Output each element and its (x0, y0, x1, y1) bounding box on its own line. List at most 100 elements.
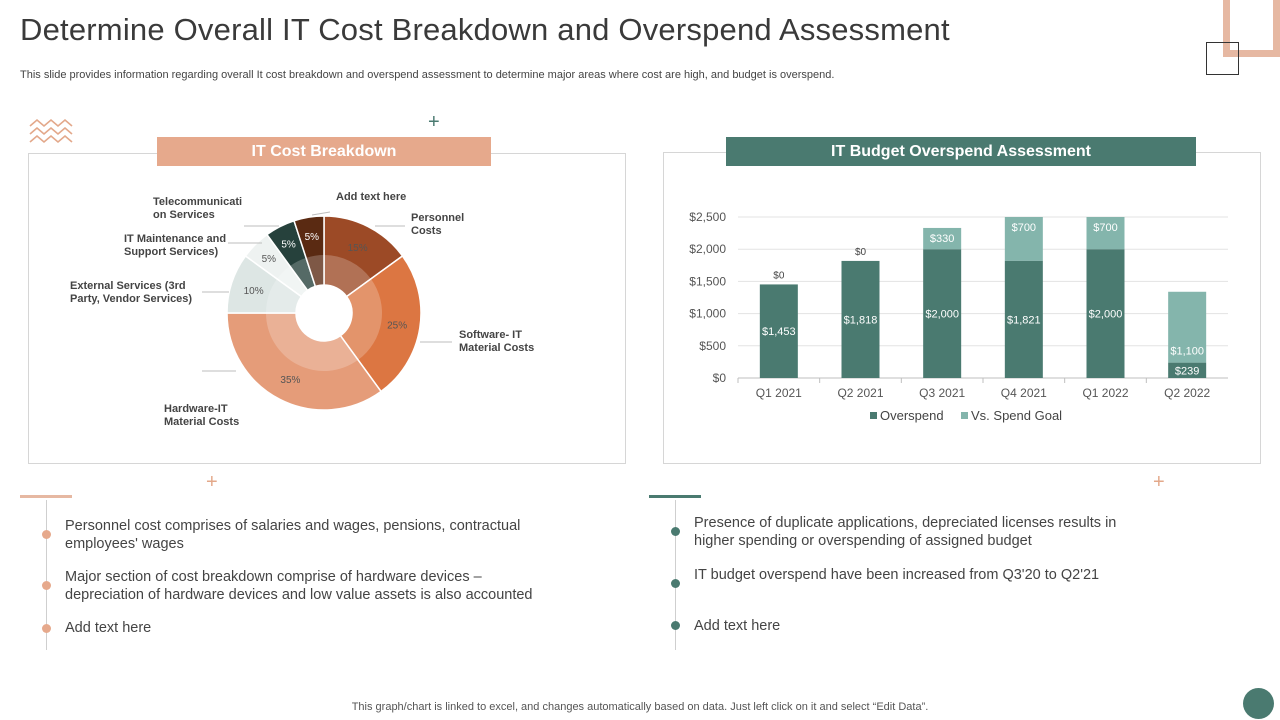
pie-slice-inner-3 (266, 313, 359, 371)
legend-label: Overspend (880, 408, 944, 423)
bullet-dot (671, 579, 680, 588)
pie-value-label: 5% (262, 254, 277, 265)
pie-category-label: Software- IT Material Costs (459, 329, 534, 354)
bar-x-tick-label: Q1 2022 (1082, 386, 1128, 400)
pie-value-label: 5% (305, 232, 320, 243)
bar-spend-goal (1004, 217, 1043, 261)
decorative-square-small (1206, 42, 1239, 75)
bar-overspend (1086, 249, 1125, 378)
bar-x-tick-label: Q2 2021 (837, 386, 883, 400)
pie-slice-7 (293, 215, 325, 288)
legend-swatch (961, 412, 968, 419)
left-bullet-3: Add text here (65, 620, 152, 636)
timeline-line-right (675, 500, 676, 650)
bar-y-tick-label: $500 (699, 339, 726, 353)
pie-slice-inner-6 (289, 257, 316, 291)
bar-data-label: $239 (1175, 365, 1199, 377)
pie-category-label-line: Add text here (336, 191, 406, 203)
right-bullet-3: Add text here (694, 618, 781, 634)
left-bullet-1: Personnel cost comprises of salaries and… (65, 518, 521, 552)
pie-value-label: 35% (280, 375, 300, 386)
pie-category-label-line: Hardware-IT (164, 403, 228, 415)
bar-data-label: $0 (773, 270, 785, 281)
bar-y-tick-label: $1,500 (689, 274, 726, 288)
bar-overspend (759, 284, 798, 378)
pie-slice-2 (339, 254, 422, 393)
pie-category-label-line: Personnel (411, 212, 464, 224)
bar-data-label: $0 (855, 247, 867, 258)
cost-breakdown-heading: IT Cost Breakdown (157, 137, 491, 166)
pie-slice-3 (226, 312, 383, 411)
slide-title: Determine Overall IT Cost Breakdown and … (20, 12, 950, 47)
right-bullet-1: Presence of duplicate applications, depr… (694, 515, 1117, 549)
bar-x-tick-label: Q2 2022 (1164, 386, 1210, 400)
pie-value-label: 10% (244, 286, 264, 297)
bar-spend-goal (1086, 217, 1125, 250)
bar-y-tick-label: $0 (713, 371, 727, 385)
bullet-dot (42, 624, 51, 633)
bar-data-label: $1,100 (1170, 346, 1204, 358)
pie-leader-line (311, 211, 331, 216)
bar-data-label: $330 (930, 233, 954, 245)
pie-category-label: Add text here (336, 191, 406, 203)
pie-category-label: External Services (3rd Party, Vendor Serv… (70, 280, 192, 305)
pie-category-label-line: Software- IT (459, 329, 522, 341)
pie-value-label: 25% (387, 321, 407, 332)
pie-category-label-line: on Services (153, 209, 215, 221)
plus-decoration-icon: + (428, 111, 440, 133)
pie-slice-inner-4 (266, 278, 302, 313)
pie-category-label-line: Party, Vendor Services) (70, 293, 192, 305)
plus-decoration-icon: + (206, 471, 218, 493)
zigzag-decoration-icon (29, 118, 73, 144)
bar-overspend (1004, 260, 1043, 378)
pie-category-label-line: Costs (411, 225, 442, 237)
bar-overspend (1168, 362, 1207, 378)
pie-value-label: 15% (348, 243, 368, 254)
pie-slice-inner-1 (324, 255, 371, 297)
bar-overspend (841, 260, 880, 378)
legend-label: Vs. Spend Goal (971, 408, 1062, 423)
bar-overspend (923, 249, 962, 378)
bullet-dot (42, 581, 51, 590)
legend-swatch (870, 412, 877, 419)
bar-data-label: $700 (1093, 222, 1117, 234)
pie-category-label: IT Maintenance and Support Services) (124, 233, 226, 258)
bar-y-tick-label: $2,000 (689, 242, 726, 256)
bullet-dot (671, 621, 680, 630)
bullet-dot (671, 527, 680, 536)
bar-y-tick-label: $1,000 (689, 307, 726, 321)
bar-spend-goal (1168, 291, 1207, 363)
bullet-dot (42, 530, 51, 539)
pie-category-label-line: Support Services) (124, 246, 218, 258)
bar-y-tick-label: $2,500 (689, 210, 726, 224)
bar-data-label: $1,818 (844, 314, 878, 326)
overspend-heading: IT Budget Overspend Assessment (726, 137, 1196, 166)
pie-slice-1 (323, 215, 404, 298)
bar-x-tick-label: Q1 2021 (756, 386, 802, 400)
decorative-circle (1243, 688, 1274, 719)
pie-category-label: Personnel Costs (411, 212, 464, 237)
bar-data-label: $2,000 (1089, 309, 1123, 321)
bar-x-tick-label: Q4 2021 (1001, 386, 1047, 400)
section-divider-right (649, 495, 701, 498)
pie-category-label-line: Telecommunicati (153, 196, 242, 208)
plus-decoration-icon: + (1153, 471, 1165, 493)
pie-category-label: Telecommunicati on Services (153, 196, 242, 221)
bar-data-label: $2,000 (925, 309, 959, 321)
decorative-square-outline (1223, 0, 1280, 57)
pie-slice-inner-7 (306, 255, 324, 287)
bar-data-label: $1,821 (1007, 314, 1041, 326)
pie-slice-inner-5 (277, 266, 308, 297)
bar-data-label: $700 (1012, 222, 1036, 234)
section-divider-left (20, 495, 72, 498)
pie-category-label-line: External Services (3rd (70, 280, 186, 292)
left-bullet-2: Major section of cost breakdown comprise… (65, 569, 533, 603)
footer-note: This graph/chart is linked to excel, and… (351, 701, 929, 713)
bar-spend-goal (923, 227, 962, 250)
pie-slice-inner-2 (340, 278, 382, 360)
pie-category-label-line: IT Maintenance and (124, 233, 226, 245)
slide-subtitle: This slide provides information regardin… (20, 69, 835, 81)
right-bullet-2: IT budget overspend have been increased … (694, 567, 1100, 583)
pie-category-label-line: Material Costs (164, 416, 239, 428)
